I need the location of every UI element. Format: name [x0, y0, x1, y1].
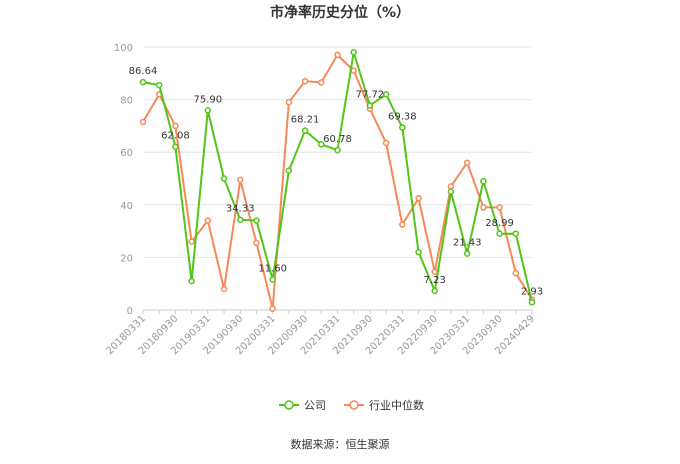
data-point: [318, 141, 325, 148]
data-point: [382, 139, 390, 147]
data-point: [366, 102, 374, 109]
legend-item-1[interactable]: 行业中位数: [344, 398, 424, 412]
legend-marker: [349, 400, 359, 410]
data-point: [480, 204, 487, 211]
data-point: [431, 287, 438, 295]
data-point: [496, 204, 503, 211]
series-line: [142, 51, 533, 303]
data-point: [269, 276, 276, 283]
y-tick-label: 0: [127, 306, 133, 317]
data-point: [139, 78, 147, 86]
data-label: 60.78: [323, 134, 352, 145]
data-point: [334, 51, 341, 59]
y-tick-label: 40: [120, 201, 133, 212]
y-tick-label: 20: [120, 253, 133, 264]
data-point: [399, 124, 406, 131]
data-point: [496, 230, 503, 238]
data-point: [220, 285, 228, 293]
legend-marker: [284, 400, 294, 410]
source-note: 数据来源：恒生聚源: [291, 437, 390, 451]
data-label: 28.99: [485, 218, 514, 229]
data-label: 11.60: [258, 263, 287, 274]
data-label: 21.43: [453, 238, 482, 249]
y-tick-label: 80: [120, 96, 133, 107]
data-point: [399, 221, 406, 228]
data-point: [480, 177, 487, 185]
legend-label: 行业中位数: [369, 398, 424, 412]
legend-label: 公司: [304, 399, 326, 412]
data-point: [350, 49, 357, 56]
data-label: 69.38: [388, 112, 417, 123]
legend-item-0[interactable]: 公司: [279, 399, 326, 412]
data-point: [334, 146, 341, 154]
data-point: [447, 183, 455, 190]
data-point: [188, 238, 195, 245]
data-label: 2.93: [521, 286, 543, 297]
data-point: [415, 248, 422, 256]
y-tick-label: 100: [114, 43, 133, 54]
data-label: 77.72: [356, 90, 385, 101]
data-point: [220, 175, 228, 182]
data-point: [512, 269, 520, 277]
data-label: 75.90: [194, 94, 223, 105]
data-point: [382, 91, 390, 98]
data-point: [512, 230, 520, 237]
data-point: [237, 216, 244, 223]
data-point: [139, 118, 147, 126]
data-point: [172, 143, 179, 150]
data-point: [172, 122, 179, 130]
data-point: [237, 176, 244, 184]
data-label: 62.08: [161, 131, 190, 142]
data-point: [431, 268, 438, 276]
data-point: [463, 250, 471, 257]
data-label: 7.23: [424, 275, 446, 286]
data-point: [463, 159, 471, 166]
data-point: [204, 107, 212, 114]
data-point: [318, 79, 325, 86]
chart-title: 市净率历史分位（%）: [270, 4, 410, 21]
data-label: 68.21: [291, 115, 320, 126]
data-point: [269, 305, 276, 312]
data-point: [301, 77, 309, 85]
series-0: [139, 49, 536, 306]
data-point: [285, 98, 293, 106]
data-point: [188, 277, 195, 285]
data-point: [285, 167, 293, 174]
data-point: [301, 127, 309, 134]
data-point: [528, 299, 536, 306]
data-label: 86.64: [129, 66, 158, 77]
axes: 0204060801002018033120180930201903312019…: [104, 43, 537, 357]
data-point: [447, 188, 455, 195]
data-point: [415, 194, 422, 202]
data-point: [253, 217, 260, 224]
data-point: [253, 239, 260, 247]
series: [139, 49, 536, 312]
series-1: [139, 51, 536, 312]
data-point: [155, 81, 163, 89]
data-label: 34.33: [226, 204, 255, 215]
data-point: [204, 217, 212, 224]
legend[interactable]: 公司 行业中位数: [279, 398, 424, 412]
y-tick-label: 60: [120, 148, 133, 159]
